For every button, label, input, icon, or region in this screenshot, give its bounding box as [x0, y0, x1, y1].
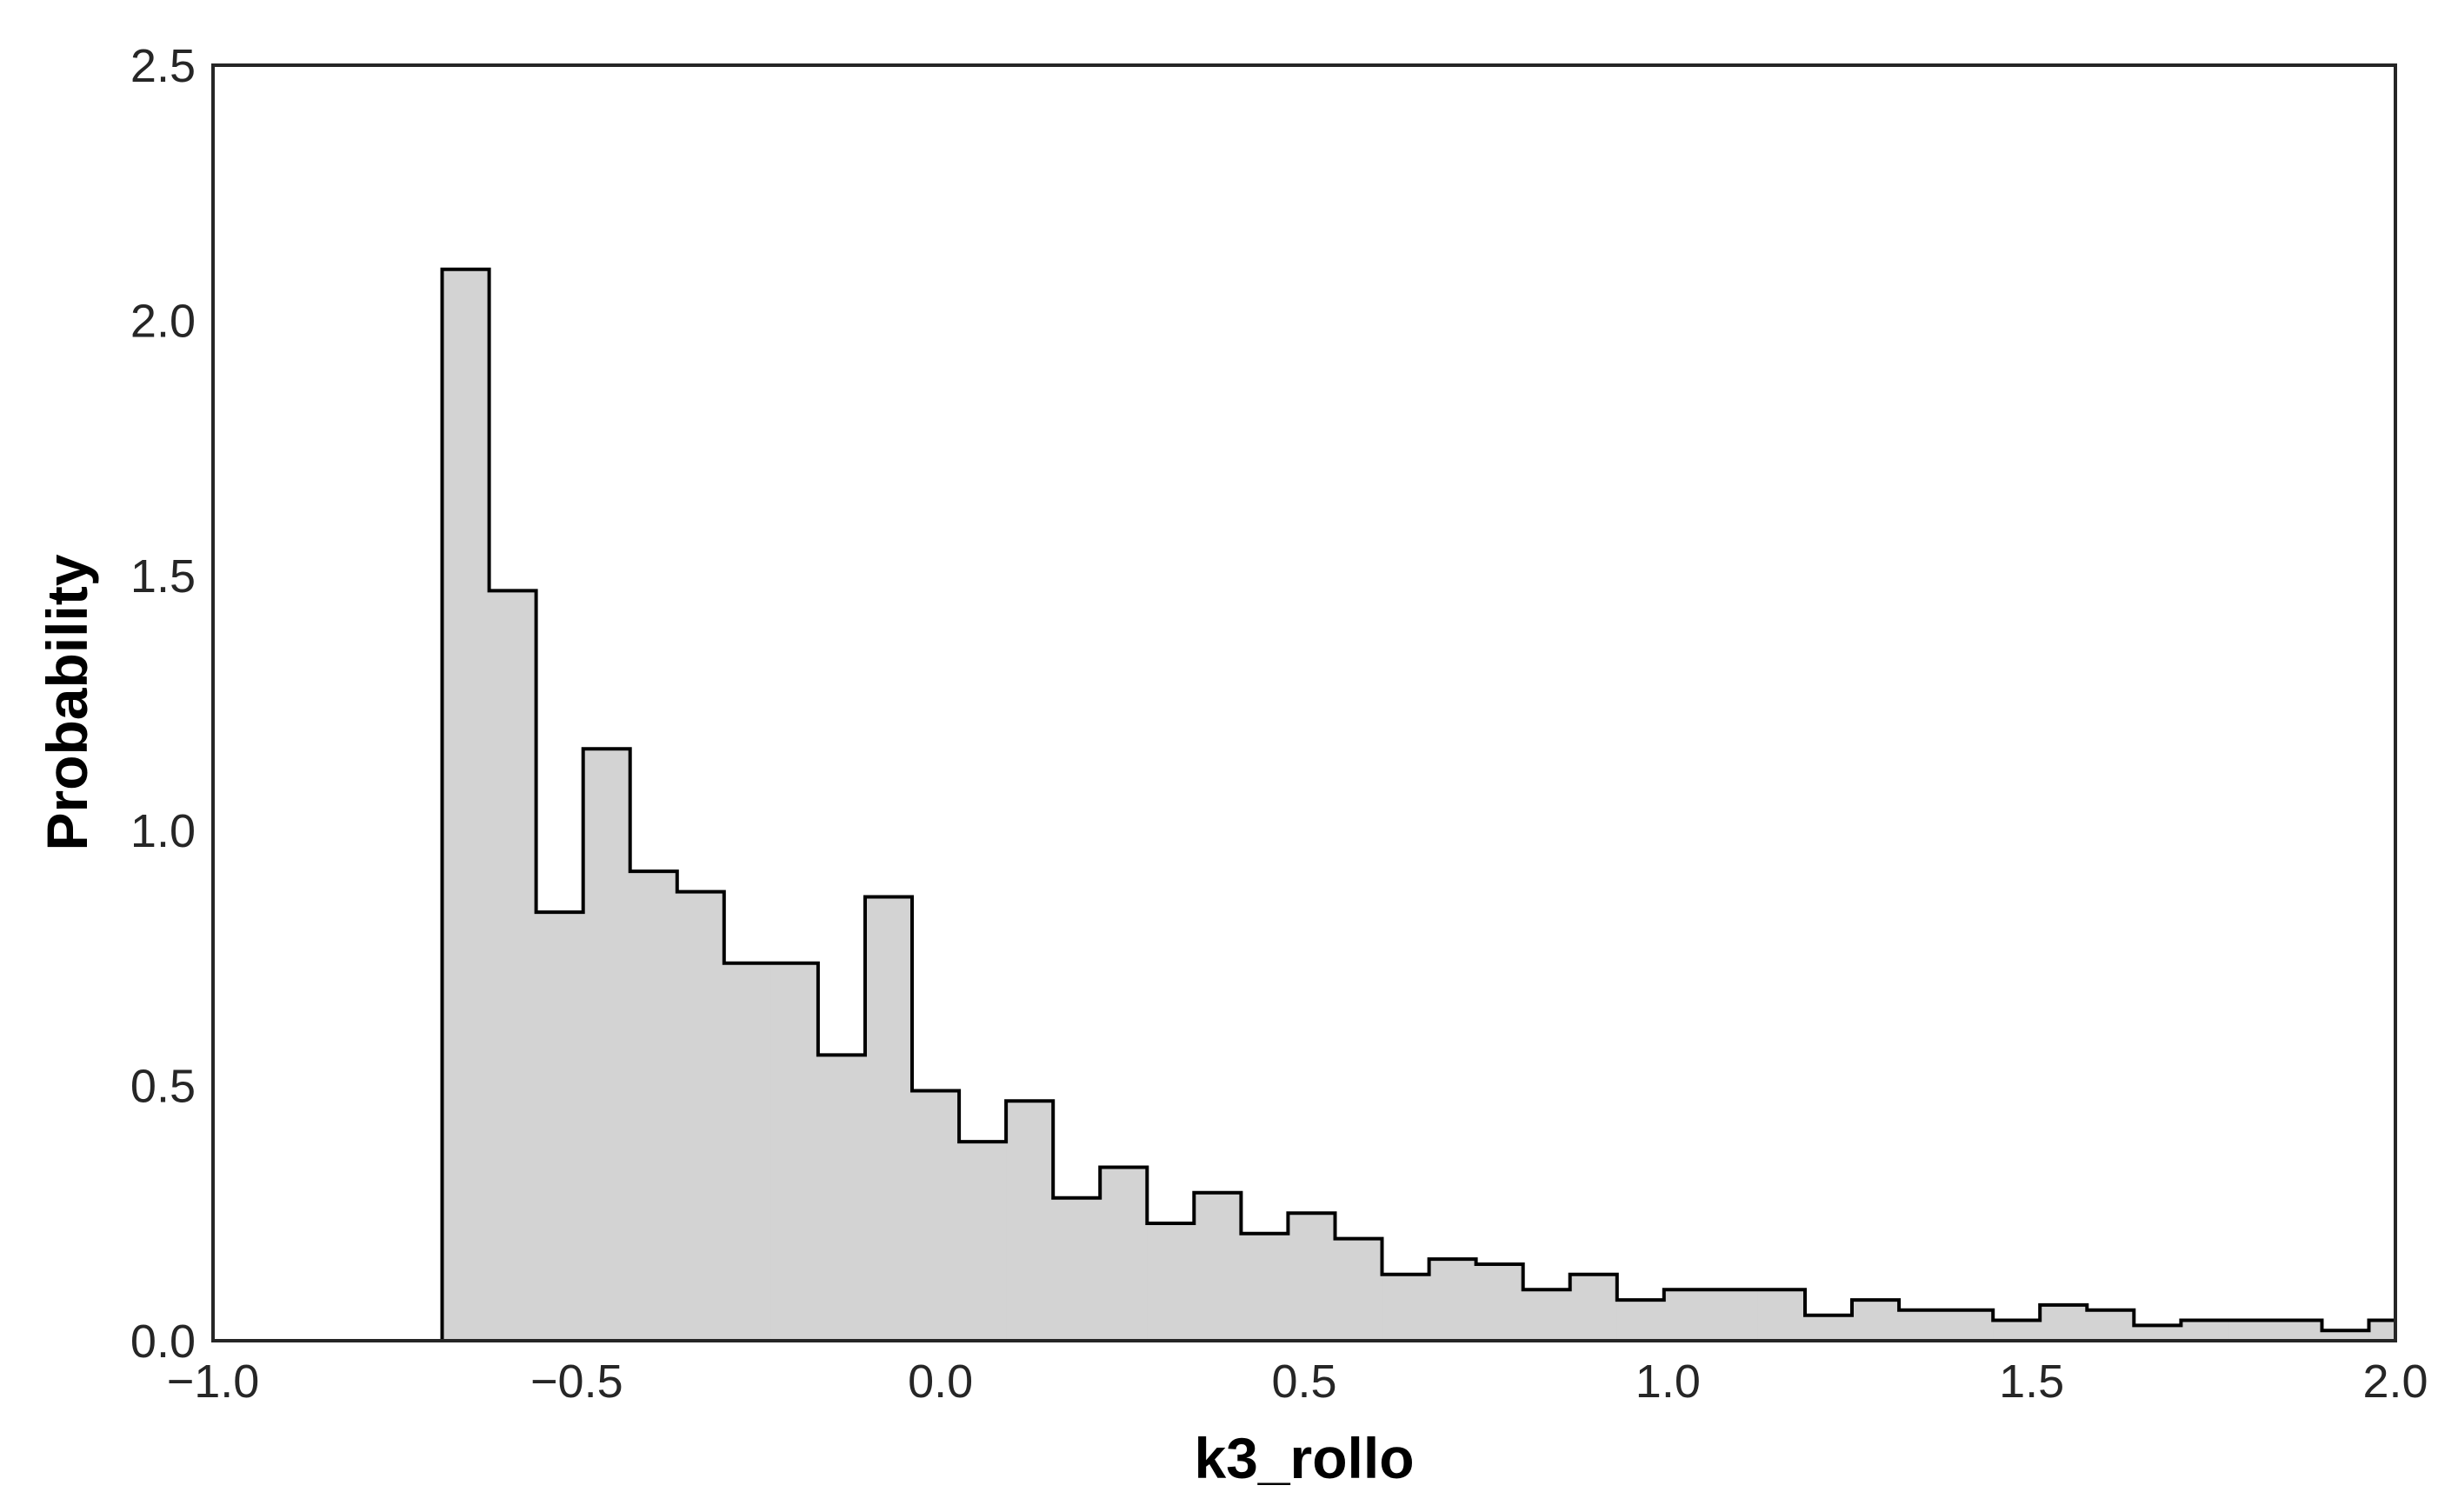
y-tick-label: 0.0: [130, 1316, 196, 1368]
histogram-bar: [2087, 1309, 2135, 1341]
y-tick-label: 1.0: [130, 805, 196, 857]
histogram-bar: [1616, 1300, 1665, 1341]
histogram-bar: [770, 962, 819, 1341]
histogram-bar: [1147, 1223, 1195, 1341]
histogram-bar: [1429, 1259, 1477, 1341]
histogram-bar: [1475, 1263, 1524, 1341]
x-tick-label: −0.5: [530, 1355, 623, 1408]
histogram-bar: [1899, 1309, 1947, 1341]
histogram-bar: [583, 749, 631, 1341]
histogram-bar: [1006, 1101, 1054, 1341]
x-tick-label: 1.0: [1635, 1355, 1701, 1408]
histogram-bars: [440, 267, 2397, 1342]
plot-frame: [211, 63, 2397, 1342]
histogram-bar: [1241, 1233, 1289, 1341]
y-tick-labels: 0.0 0.5 1.0 1.5 2.0 2.5: [130, 40, 196, 1368]
histogram-bar: [1993, 1320, 2041, 1341]
x-tick-label: 0.0: [908, 1355, 973, 1408]
histogram-bar: [723, 962, 772, 1341]
x-tick-labels: −1.0 −0.5 0.0 0.5 1.0 1.5 2.0: [167, 1355, 2428, 1408]
histogram-bar: [2228, 1320, 2275, 1341]
histogram-bar: [1194, 1192, 1242, 1341]
x-axis-label: k3_rollo: [1194, 1426, 1414, 1490]
histogram-bar: [817, 1055, 866, 1341]
histogram-bar: [1946, 1309, 1994, 1341]
histogram-step-outline: [440, 267, 2397, 1341]
histogram-bar: [1804, 1315, 1853, 1341]
histogram-bar: [536, 912, 584, 1341]
histogram-bar: [912, 1090, 960, 1341]
histogram-bar: [676, 891, 725, 1341]
histogram-bar: [2321, 1330, 2370, 1341]
histogram-bar: [1288, 1213, 1336, 1341]
histogram-bar: [864, 896, 913, 1341]
histogram-bar: [1335, 1238, 1383, 1341]
histogram-bar: [2275, 1320, 2322, 1341]
histogram-bar: [442, 269, 490, 1342]
histogram-bar: [2181, 1320, 2228, 1341]
histogram-bar: [1053, 1197, 1101, 1341]
histogram-bar: [489, 590, 537, 1341]
y-tick-label: 1.5: [130, 550, 196, 603]
histogram-bar: [1522, 1289, 1571, 1341]
histogram-bar: [1710, 1289, 1759, 1341]
histogram-bar: [629, 871, 678, 1341]
histogram-bar: [2040, 1304, 2088, 1341]
histogram-bar: [1100, 1167, 1148, 1341]
histogram-bar: [2368, 1320, 2396, 1341]
x-tick-label: 0.5: [1271, 1355, 1336, 1408]
histogram-bar: [1852, 1300, 1900, 1341]
histogram-bar: [1569, 1274, 1618, 1341]
x-tick-label: −1.0: [167, 1355, 260, 1408]
y-tick-label: 2.0: [130, 295, 196, 347]
histogram-bar: [1757, 1289, 1806, 1341]
histogram-bar: [959, 1142, 1007, 1341]
y-tick-label: 2.5: [130, 40, 196, 92]
histogram-bar: [1663, 1289, 1712, 1341]
histogram-bar: [1382, 1274, 1430, 1341]
x-tick-label: 1.5: [1999, 1355, 2064, 1408]
y-axis-label: Probability: [35, 554, 99, 850]
y-tick-label: 0.5: [130, 1061, 196, 1113]
x-tick-label: 2.0: [2362, 1355, 2428, 1408]
histogram-bar: [2134, 1325, 2182, 1341]
